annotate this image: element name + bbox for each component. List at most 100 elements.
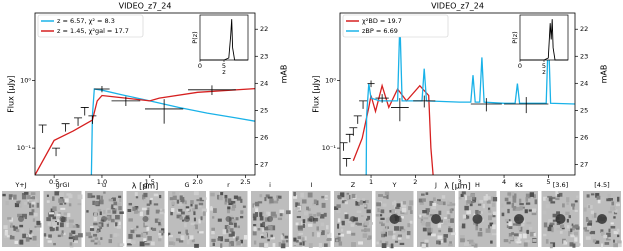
stamp-noise xyxy=(566,197,570,203)
stamp-noise xyxy=(419,201,424,205)
stamp-noise xyxy=(377,208,382,213)
stamp-noise xyxy=(144,222,150,226)
stamp-noise xyxy=(172,191,176,195)
stamp-noise xyxy=(606,232,611,237)
stamp-noise xyxy=(335,239,339,242)
stamp-noise xyxy=(228,221,234,225)
stamp-noise xyxy=(173,195,177,198)
stamp-noise xyxy=(574,209,578,212)
stamp-noise xyxy=(313,199,317,205)
stamp-noise xyxy=(24,215,27,220)
stamp-noise xyxy=(158,221,161,226)
stamp-noise xyxy=(141,207,147,211)
stamp-noise xyxy=(471,197,475,200)
stamp-noise xyxy=(109,234,113,238)
stamp-noise xyxy=(13,194,17,200)
stamp-noise xyxy=(21,213,27,218)
stamp-noise xyxy=(119,243,125,247)
stamp-noise xyxy=(259,194,263,198)
legend-label: z = 6.57, χ² = 8.3 xyxy=(57,17,115,25)
stamp-noise xyxy=(29,203,32,208)
stamp-noise xyxy=(304,211,309,216)
stamp-noise xyxy=(149,200,152,205)
stamp-noise xyxy=(361,198,366,201)
stamp-noise xyxy=(68,203,72,207)
stamp-source xyxy=(431,214,441,224)
stamp-noise xyxy=(269,198,274,204)
stamp-noise xyxy=(426,210,429,215)
stamp-noise xyxy=(501,212,505,217)
stamp-noise xyxy=(228,233,233,237)
stamp-noise xyxy=(36,227,40,231)
stamp-noise xyxy=(277,195,282,199)
stamp-noise xyxy=(31,234,34,237)
stamp-noise xyxy=(570,234,575,238)
stamp-noise xyxy=(229,241,235,247)
stamp-label: g xyxy=(143,181,147,189)
stamp-source xyxy=(18,216,24,222)
stamp-noise xyxy=(19,201,23,207)
stamp-noise xyxy=(401,207,407,213)
stamp-noise xyxy=(458,196,462,200)
stamp-noise xyxy=(406,231,411,236)
stamp-noise xyxy=(260,235,266,239)
stamp-noise xyxy=(575,243,581,246)
stamp-noise xyxy=(280,243,286,249)
stamp-noise xyxy=(590,205,593,209)
stamp-noise xyxy=(13,226,18,231)
stamp-noise xyxy=(257,228,261,231)
stamp-noise xyxy=(519,206,523,211)
stamp-noise xyxy=(63,212,68,216)
stamp-noise xyxy=(483,196,489,201)
stamp-label: u xyxy=(102,181,106,189)
stamp-noise xyxy=(519,203,524,206)
stamp-noise xyxy=(613,243,618,248)
x-axis-label: λ [μm] xyxy=(132,182,158,191)
stamp xyxy=(500,191,538,247)
stamp-noise xyxy=(35,198,38,203)
stamp-noise xyxy=(46,229,51,232)
stamp xyxy=(417,191,456,249)
plot-area xyxy=(35,85,255,175)
stamp-noise xyxy=(160,232,164,236)
stamp-noise xyxy=(313,219,316,224)
stamp-noise xyxy=(94,242,98,245)
stamp-noise xyxy=(589,231,593,235)
stamp-noise xyxy=(436,200,439,204)
stamp-noise xyxy=(28,233,32,238)
stamp-noise xyxy=(21,193,26,197)
stamp-noise xyxy=(358,241,363,245)
stamp-noise xyxy=(143,192,148,198)
stamp-noise xyxy=(192,207,196,212)
stamp-noise xyxy=(107,217,111,221)
upper-limit xyxy=(342,158,351,167)
stamp-noise xyxy=(357,222,362,226)
stamp-noise xyxy=(243,213,247,216)
stamp-noise xyxy=(392,235,396,240)
stamp-noise xyxy=(432,197,436,201)
stamp-noise xyxy=(490,240,493,244)
stamp-noise xyxy=(110,218,115,223)
stamp-noise xyxy=(224,225,229,230)
stamp-noise xyxy=(34,225,37,228)
stamp-noise xyxy=(280,234,283,240)
stamp-noise xyxy=(361,200,367,204)
stamp-noise xyxy=(68,194,73,199)
stamp xyxy=(334,191,373,247)
series-line xyxy=(35,87,255,175)
stamp-noise xyxy=(617,234,620,238)
stamp-noise xyxy=(447,201,453,207)
stamp-noise xyxy=(515,222,521,226)
stamp-noise xyxy=(360,215,364,218)
stamp-noise xyxy=(566,202,569,205)
stamp-noise xyxy=(475,209,479,214)
stamp-noise xyxy=(447,220,451,223)
stamp-noise xyxy=(610,206,614,211)
stamp-noise xyxy=(509,236,514,241)
stamp-noise xyxy=(312,217,318,222)
stamp-source xyxy=(308,216,315,222)
stamp-noise xyxy=(384,191,390,196)
stamp-noise xyxy=(588,220,593,225)
stamp-noise xyxy=(351,193,356,199)
stamp-noise xyxy=(24,191,29,195)
